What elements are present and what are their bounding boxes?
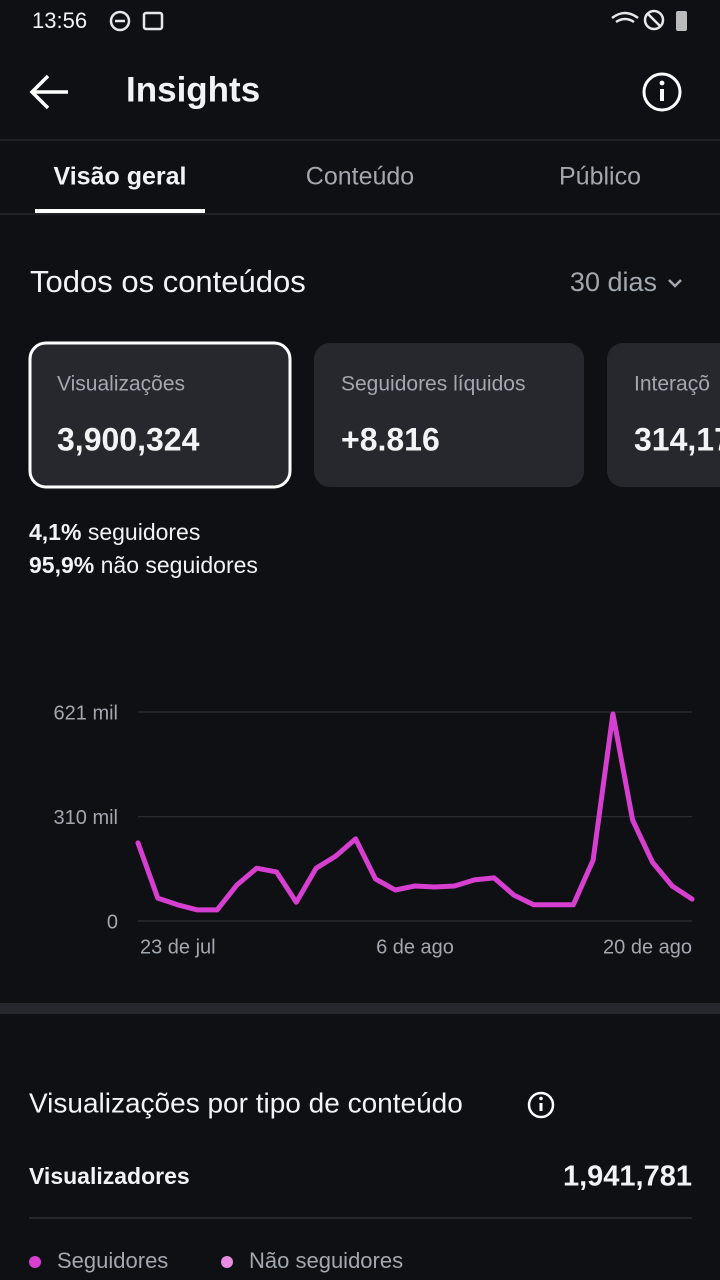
page-title: Insights <box>126 70 260 109</box>
x-tick-label: 6 de ago <box>376 936 454 958</box>
breakdown-line: 95,9% não seguidores <box>29 552 258 578</box>
legend-marker <box>221 1256 233 1268</box>
y-tick-label: 621 mil <box>54 702 118 724</box>
back-button[interactable] <box>29 74 68 110</box>
card-value: 3,900,324 <box>57 421 200 457</box>
section-title: Todos os conteúdos <box>30 264 306 299</box>
legend-marker <box>29 1256 41 1268</box>
x-tick-label: 20 de ago <box>603 936 692 958</box>
breakdown-line: 4,1% seguidores <box>29 519 200 545</box>
metric-card[interactable] <box>28 341 292 489</box>
tab[interactable]: Conteúdo <box>306 163 414 191</box>
card-value: 314,17 <box>634 421 720 457</box>
info-button[interactable] <box>642 72 682 112</box>
breakdown-percent: 95,9% <box>29 552 94 578</box>
card-value: +8.816 <box>341 421 440 457</box>
x-tick-label: 23 de jul <box>140 936 216 958</box>
section-separator <box>0 1003 720 1014</box>
tab[interactable]: Visão geral <box>54 163 187 191</box>
status-time: 13:56 <box>32 8 87 33</box>
row-label: Visualizadores <box>29 1163 190 1189</box>
breakdown-label: não seguidores <box>101 552 258 578</box>
metric-card[interactable] <box>607 343 720 487</box>
breakdown-percent: 4,1% <box>29 519 81 545</box>
tab[interactable]: Público <box>559 163 641 191</box>
series-line <box>135 711 695 913</box>
metric-card[interactable] <box>314 343 584 487</box>
chevron <box>668 279 682 288</box>
status-icons <box>109 9 687 32</box>
legend-label: Não seguidores <box>249 1248 403 1273</box>
row-value: 1,941,781 <box>563 1161 692 1193</box>
info-button[interactable] <box>527 1091 555 1119</box>
content-type-title: Visualizações por tipo de conteúdo <box>29 1087 463 1118</box>
y-tick-label: 310 mil <box>54 807 118 829</box>
y-tick-label: 0 <box>107 911 118 933</box>
card-label: Visualizações <box>57 373 185 396</box>
active-tab-indicator <box>35 209 205 213</box>
card-label: Interaçõ <box>634 373 710 396</box>
card-label: Seguidores líquidos <box>341 373 525 396</box>
breakdown-label: seguidores <box>88 519 201 545</box>
period-selector[interactable]: 30 dias <box>570 267 657 297</box>
legend-label: Seguidores <box>57 1248 168 1273</box>
